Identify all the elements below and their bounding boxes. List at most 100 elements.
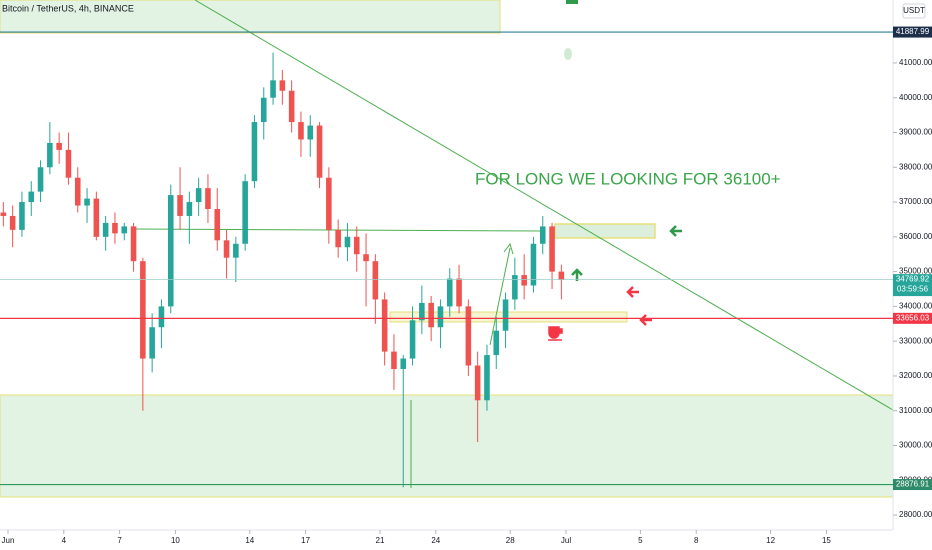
price-label-bg bbox=[893, 26, 932, 38]
candle-body bbox=[93, 198, 100, 237]
candle-body bbox=[167, 195, 174, 307]
arrow-left-red bbox=[639, 314, 652, 326]
candle-body bbox=[484, 355, 490, 401]
cup-icon bbox=[548, 326, 563, 341]
arrow-left-green bbox=[669, 225, 682, 237]
candle-body bbox=[437, 306, 444, 328]
candle-body bbox=[223, 240, 230, 258]
candle-body bbox=[149, 327, 155, 359]
y-tick-label: 32000.00 bbox=[899, 371, 932, 380]
x-tick-label: 7 bbox=[117, 536, 122, 545]
candle-body bbox=[335, 229, 341, 248]
countdown: 03:59:56 bbox=[897, 285, 929, 294]
candle-body bbox=[56, 142, 62, 150]
candle-body bbox=[419, 302, 425, 321]
candle-body bbox=[177, 195, 183, 216]
y-tick-label: 35000.00 bbox=[899, 267, 932, 276]
zone-top bbox=[0, 0, 501, 34]
candle-body bbox=[270, 80, 276, 98]
y-tick-label: 31000.00 bbox=[899, 406, 932, 415]
y-tick-label: 30000.00 bbox=[899, 441, 932, 450]
candle-body bbox=[539, 226, 546, 244]
x-tick-label: 15 bbox=[822, 536, 831, 545]
candle-body bbox=[9, 215, 16, 230]
x-tick-label: 5 bbox=[638, 536, 643, 545]
y-tick-label: 39000.00 bbox=[899, 128, 932, 137]
candle-body bbox=[65, 149, 72, 178]
x-tick-label: 12 bbox=[766, 536, 775, 545]
chart-title: Bitcoin / TetherUS, 4h, BINANCE bbox=[2, 3, 134, 13]
candle-body bbox=[37, 167, 44, 192]
candle-body bbox=[353, 236, 360, 255]
y-tick-label: 34000.00 bbox=[899, 301, 932, 310]
candle-body bbox=[298, 122, 304, 140]
candle-body bbox=[391, 351, 397, 369]
candle-body bbox=[28, 191, 35, 203]
price-label-bg bbox=[893, 312, 932, 324]
annotation: FOR LONG WE LOOKING FOR 36100+ bbox=[475, 169, 781, 188]
candle-body bbox=[102, 222, 109, 237]
price-label-bg bbox=[893, 274, 932, 297]
candle-body bbox=[260, 97, 267, 123]
candle-body bbox=[112, 222, 118, 234]
candle-body bbox=[549, 226, 555, 272]
candle-body bbox=[521, 275, 527, 286]
y-tick-label: 37000.00 bbox=[899, 197, 932, 206]
candle-body bbox=[474, 365, 481, 401]
candle-body bbox=[19, 202, 25, 230]
candle-body bbox=[400, 358, 407, 369]
candle-body bbox=[140, 261, 146, 359]
currency: USDT bbox=[903, 6, 925, 15]
icon-dot bbox=[564, 48, 572, 60]
zone-bottom bbox=[0, 394, 894, 498]
x-tick-label: 21 bbox=[376, 536, 385, 545]
candle-body bbox=[428, 302, 434, 328]
x-tick-label: 17 bbox=[301, 536, 310, 545]
price-label: 34769.92 bbox=[896, 275, 930, 284]
candle-body bbox=[0, 212, 7, 216]
y-tick-label: 33000.00 bbox=[899, 336, 932, 345]
icon-top bbox=[566, 0, 578, 4]
candle-body bbox=[84, 198, 90, 206]
candle-body bbox=[251, 122, 258, 182]
price-label-bg bbox=[893, 479, 932, 491]
y-tick-label: 38000.00 bbox=[899, 162, 932, 171]
candle-body bbox=[512, 275, 518, 300]
trend-line bbox=[194, 0, 894, 411]
candle-body bbox=[186, 202, 193, 216]
y-tick-label: 36000.00 bbox=[899, 232, 932, 241]
x-tick-label: Jul bbox=[561, 536, 571, 545]
candle-body bbox=[316, 125, 323, 178]
candle-body bbox=[446, 278, 453, 307]
candle-body bbox=[363, 254, 369, 262]
candle-body bbox=[130, 226, 137, 262]
candle-body bbox=[530, 243, 537, 286]
y-tick-label: 41000.00 bbox=[899, 58, 932, 67]
price-label: 41887.99 bbox=[896, 27, 930, 36]
candle-body bbox=[121, 226, 128, 234]
candle-body bbox=[195, 188, 202, 203]
x-tick-label: 10 bbox=[171, 536, 180, 545]
candle-body bbox=[465, 306, 472, 366]
candle-body bbox=[279, 80, 286, 91]
candle-body bbox=[307, 125, 314, 140]
arrow-left-red bbox=[626, 286, 639, 298]
arrow-up-green bbox=[571, 268, 583, 281]
x-tick-label: 4 bbox=[62, 536, 67, 545]
candle-body bbox=[381, 299, 388, 352]
candle-body bbox=[502, 299, 509, 331]
x-tick-label: 14 bbox=[245, 536, 254, 545]
y-tick-label: 28000.00 bbox=[899, 510, 932, 519]
candle-body bbox=[214, 209, 221, 241]
price-label: 33656.03 bbox=[896, 313, 930, 322]
y-tick-label: 40000.00 bbox=[899, 93, 932, 102]
candle-body bbox=[242, 181, 248, 244]
candle-body bbox=[74, 177, 81, 206]
drawings bbox=[0, 0, 894, 498]
price-label: 28876.91 bbox=[896, 480, 930, 489]
path-arrow bbox=[489, 242, 514, 346]
candle-body bbox=[344, 236, 351, 248]
currency-box bbox=[902, 3, 926, 19]
zone-resistance bbox=[554, 223, 656, 239]
